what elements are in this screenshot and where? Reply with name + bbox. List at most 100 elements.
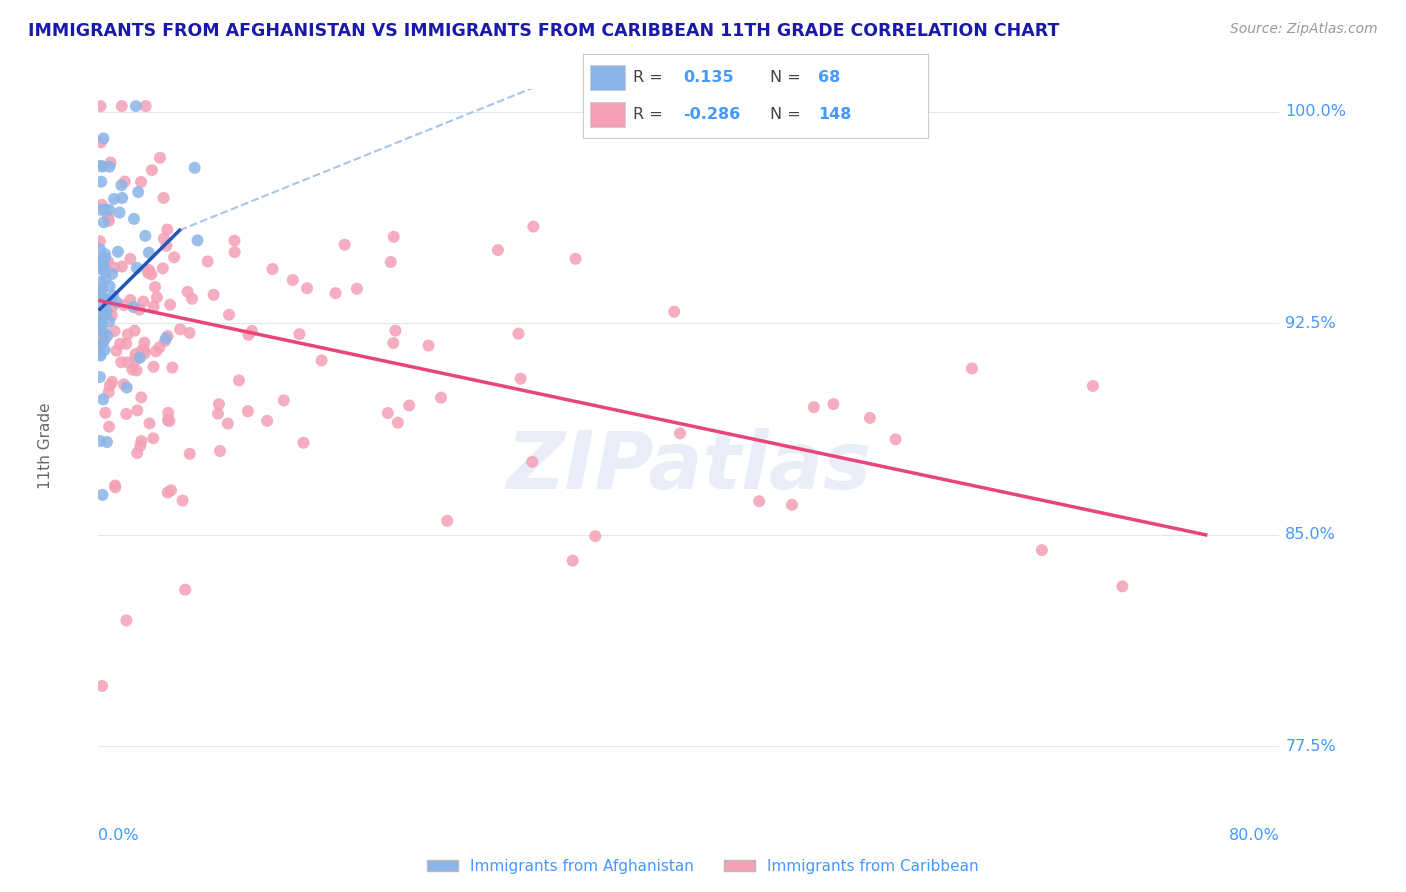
Point — [98, 160, 121, 174]
Point — [98, 293, 121, 308]
Point — [127, 446, 149, 460]
Text: 11th Grade: 11th Grade — [38, 402, 53, 490]
Point — [107, 244, 129, 259]
Text: 80.0%: 80.0% — [1229, 828, 1279, 843]
Text: 0.0%: 0.0% — [98, 828, 139, 843]
Point — [508, 326, 530, 341]
Point — [169, 322, 191, 336]
Point — [111, 99, 134, 113]
Point — [125, 363, 148, 377]
Point — [129, 175, 152, 189]
Point — [101, 289, 124, 303]
Point — [91, 679, 114, 693]
Point — [174, 582, 197, 597]
Point — [160, 483, 183, 498]
Point — [325, 286, 347, 301]
Point — [90, 284, 112, 298]
Point — [141, 268, 163, 282]
Text: 0.135: 0.135 — [683, 70, 734, 85]
Point — [564, 252, 586, 266]
Text: ZIPatlas: ZIPatlas — [506, 428, 872, 507]
Point — [134, 335, 156, 350]
Point — [98, 378, 121, 392]
Point — [122, 300, 145, 314]
Point — [103, 192, 125, 206]
Text: -0.286: -0.286 — [683, 107, 741, 122]
Text: R =: R = — [634, 107, 664, 122]
Point — [89, 242, 111, 256]
Point — [108, 205, 131, 219]
Point — [202, 287, 225, 301]
Point — [346, 282, 368, 296]
Point — [380, 255, 402, 269]
Point — [224, 234, 246, 248]
Point — [398, 399, 420, 413]
Point — [780, 498, 803, 512]
Point — [131, 343, 153, 358]
Point — [138, 417, 160, 431]
Point — [156, 485, 179, 500]
Point — [94, 292, 117, 306]
Point — [436, 514, 458, 528]
Text: 92.5%: 92.5% — [1285, 316, 1336, 331]
Point — [197, 254, 219, 268]
Point — [159, 298, 181, 312]
Point — [236, 404, 259, 418]
Point — [256, 414, 278, 428]
Point — [89, 313, 111, 327]
Text: 77.5%: 77.5% — [1285, 739, 1336, 754]
Point — [153, 232, 176, 246]
Point — [583, 529, 606, 543]
Point — [522, 455, 544, 469]
Point — [89, 262, 111, 277]
Point — [90, 315, 112, 329]
Point — [129, 391, 152, 405]
Point — [159, 414, 181, 428]
Point — [101, 267, 124, 281]
Point — [333, 237, 356, 252]
Point — [155, 331, 177, 345]
Point — [125, 352, 148, 367]
Point — [138, 263, 160, 277]
Point — [135, 99, 157, 113]
Point — [105, 343, 128, 358]
Point — [127, 403, 149, 417]
Point — [117, 327, 139, 342]
Point — [89, 234, 111, 248]
Point — [145, 344, 167, 359]
Point — [93, 260, 115, 274]
Point — [100, 309, 122, 323]
Point — [155, 239, 177, 253]
Point — [91, 488, 114, 502]
Point — [115, 337, 138, 351]
Point — [89, 434, 111, 448]
Point — [187, 233, 209, 247]
Point — [295, 281, 318, 295]
Point — [90, 323, 112, 337]
Point — [311, 353, 333, 368]
Point — [141, 163, 163, 178]
Point — [90, 313, 112, 327]
Point — [94, 252, 117, 267]
Point — [91, 160, 114, 174]
Point — [110, 355, 132, 369]
Point — [98, 314, 121, 328]
Point — [377, 406, 399, 420]
Point — [486, 243, 509, 257]
FancyBboxPatch shape — [591, 64, 624, 90]
Point — [561, 554, 583, 568]
Point — [110, 178, 132, 193]
Point — [90, 99, 112, 113]
Point — [143, 280, 166, 294]
Point — [262, 262, 284, 277]
Point — [142, 431, 165, 445]
Point — [748, 494, 770, 508]
Point — [93, 343, 115, 357]
Point — [152, 191, 174, 205]
Text: 85.0%: 85.0% — [1285, 527, 1336, 542]
Point — [149, 151, 172, 165]
Point — [104, 478, 127, 492]
Point — [669, 426, 692, 441]
Point — [89, 370, 111, 384]
Point — [90, 287, 112, 301]
